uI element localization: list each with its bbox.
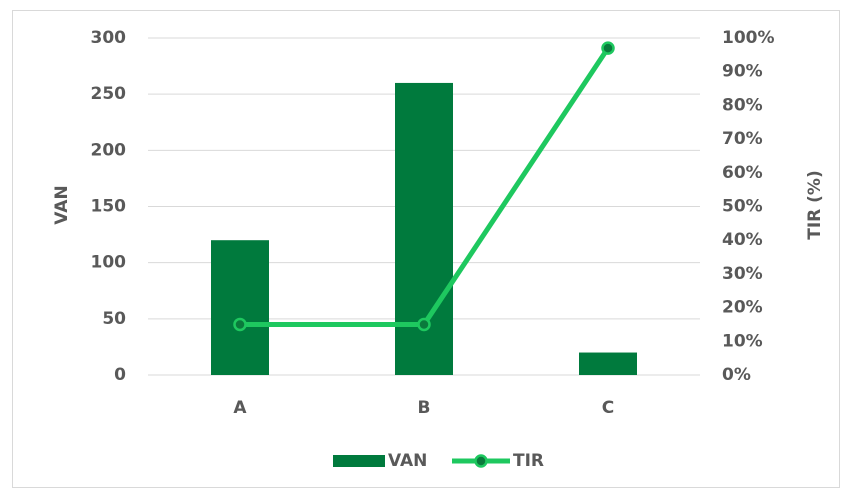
line-marker bbox=[233, 317, 247, 332]
y-axis-title: VAN bbox=[52, 185, 72, 224]
y2-tick-label: 50% bbox=[722, 197, 763, 217]
y2-tick-label: 90% bbox=[722, 62, 763, 82]
y-tick-label: 0 bbox=[114, 365, 126, 385]
y2-tick-label: 30% bbox=[722, 264, 763, 284]
y2-tick-label: 20% bbox=[722, 298, 763, 318]
y-tick-label: 150 bbox=[91, 197, 127, 217]
y2-tick-label: 70% bbox=[722, 129, 763, 149]
y-tick-label: 200 bbox=[91, 140, 127, 160]
y2-tick-label: 100% bbox=[722, 28, 775, 48]
bar bbox=[211, 240, 269, 375]
line-marker bbox=[601, 41, 615, 55]
y-tick-label: 250 bbox=[91, 84, 127, 104]
x-tick-label: A bbox=[233, 398, 247, 418]
x-tick-label: B bbox=[418, 398, 431, 418]
y2-axis-title: TIR (%) bbox=[805, 170, 825, 240]
y-tick-label: 50 bbox=[102, 309, 126, 329]
y2-tick-label: 60% bbox=[722, 163, 763, 183]
y2-tick-label: 80% bbox=[722, 95, 763, 115]
legend-label: VAN bbox=[388, 451, 427, 471]
y2-tick-label: 40% bbox=[722, 230, 763, 250]
line-marker bbox=[417, 317, 431, 332]
bar bbox=[579, 352, 637, 375]
y-tick-label: 300 bbox=[91, 28, 127, 48]
legend-label: TIR bbox=[513, 451, 544, 471]
y-tick-label: 100 bbox=[91, 253, 127, 273]
x-tick-label: C bbox=[602, 398, 614, 418]
y2-tick-label: 0% bbox=[722, 365, 751, 385]
legend-swatch bbox=[333, 455, 385, 467]
legend-marker bbox=[474, 454, 488, 468]
y2-tick-label: 10% bbox=[722, 331, 763, 351]
